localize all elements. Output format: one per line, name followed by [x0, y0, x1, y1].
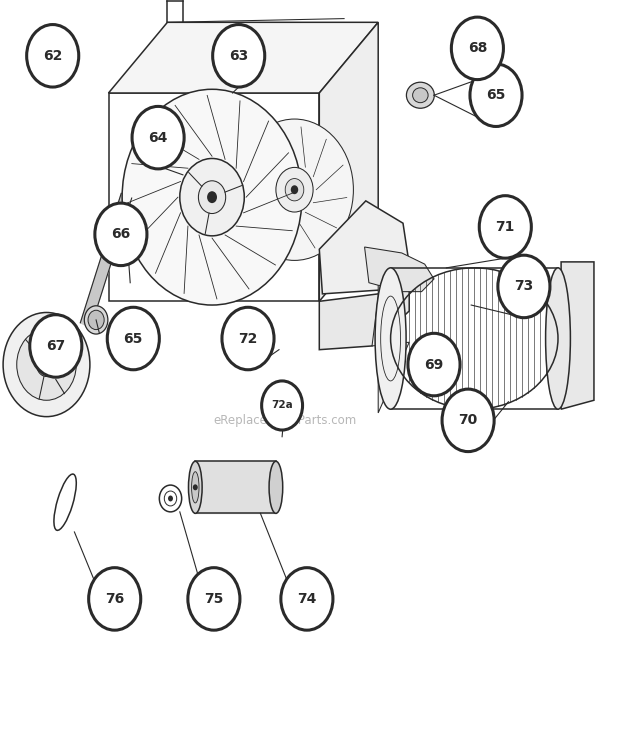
Polygon shape [319, 264, 409, 350]
Polygon shape [108, 22, 378, 93]
Text: 63: 63 [229, 49, 249, 62]
Ellipse shape [407, 82, 434, 108]
Circle shape [30, 315, 82, 377]
Circle shape [291, 185, 298, 194]
Polygon shape [319, 201, 409, 294]
Ellipse shape [269, 461, 283, 513]
Text: 65: 65 [123, 332, 143, 345]
Circle shape [262, 381, 303, 430]
Text: 68: 68 [467, 42, 487, 55]
Circle shape [207, 191, 217, 203]
Circle shape [89, 568, 141, 630]
Text: 74: 74 [297, 592, 317, 606]
Polygon shape [81, 193, 131, 327]
Circle shape [17, 329, 76, 400]
Circle shape [276, 167, 313, 212]
Circle shape [188, 568, 240, 630]
Circle shape [43, 360, 50, 369]
Text: 71: 71 [495, 220, 515, 234]
Polygon shape [319, 22, 378, 301]
Text: 72: 72 [238, 332, 258, 345]
Circle shape [88, 310, 104, 330]
Circle shape [132, 106, 184, 169]
Circle shape [198, 181, 226, 214]
Circle shape [408, 333, 460, 396]
Text: eReplacementParts.com: eReplacementParts.com [213, 414, 357, 427]
Circle shape [37, 353, 56, 376]
Circle shape [107, 307, 159, 370]
Polygon shape [372, 264, 434, 413]
Ellipse shape [84, 306, 108, 334]
Circle shape [213, 25, 265, 87]
Text: 70: 70 [458, 414, 478, 427]
Ellipse shape [413, 88, 428, 103]
Ellipse shape [546, 268, 570, 409]
Ellipse shape [375, 268, 406, 409]
Circle shape [168, 496, 173, 501]
Circle shape [442, 389, 494, 452]
Text: 72a: 72a [271, 400, 293, 411]
Ellipse shape [192, 472, 199, 503]
Text: 67: 67 [46, 339, 66, 353]
Circle shape [222, 307, 274, 370]
Text: 62: 62 [43, 49, 63, 62]
Circle shape [122, 89, 302, 305]
Circle shape [285, 179, 304, 201]
Text: 66: 66 [111, 228, 131, 241]
Circle shape [193, 484, 198, 490]
Circle shape [180, 158, 244, 236]
Circle shape [479, 196, 531, 258]
Circle shape [281, 568, 333, 630]
Circle shape [27, 25, 79, 87]
Text: 69: 69 [424, 358, 444, 371]
Circle shape [236, 119, 353, 260]
Circle shape [451, 17, 503, 80]
Text: 76: 76 [105, 592, 125, 606]
Polygon shape [365, 247, 434, 292]
Circle shape [95, 203, 147, 266]
Polygon shape [561, 262, 594, 409]
Circle shape [470, 64, 522, 126]
Text: 73: 73 [514, 280, 534, 293]
Text: 75: 75 [204, 592, 224, 606]
Text: 65: 65 [486, 89, 506, 102]
Circle shape [498, 255, 550, 318]
Ellipse shape [188, 461, 202, 513]
Circle shape [3, 312, 90, 417]
Text: 64: 64 [148, 131, 168, 144]
